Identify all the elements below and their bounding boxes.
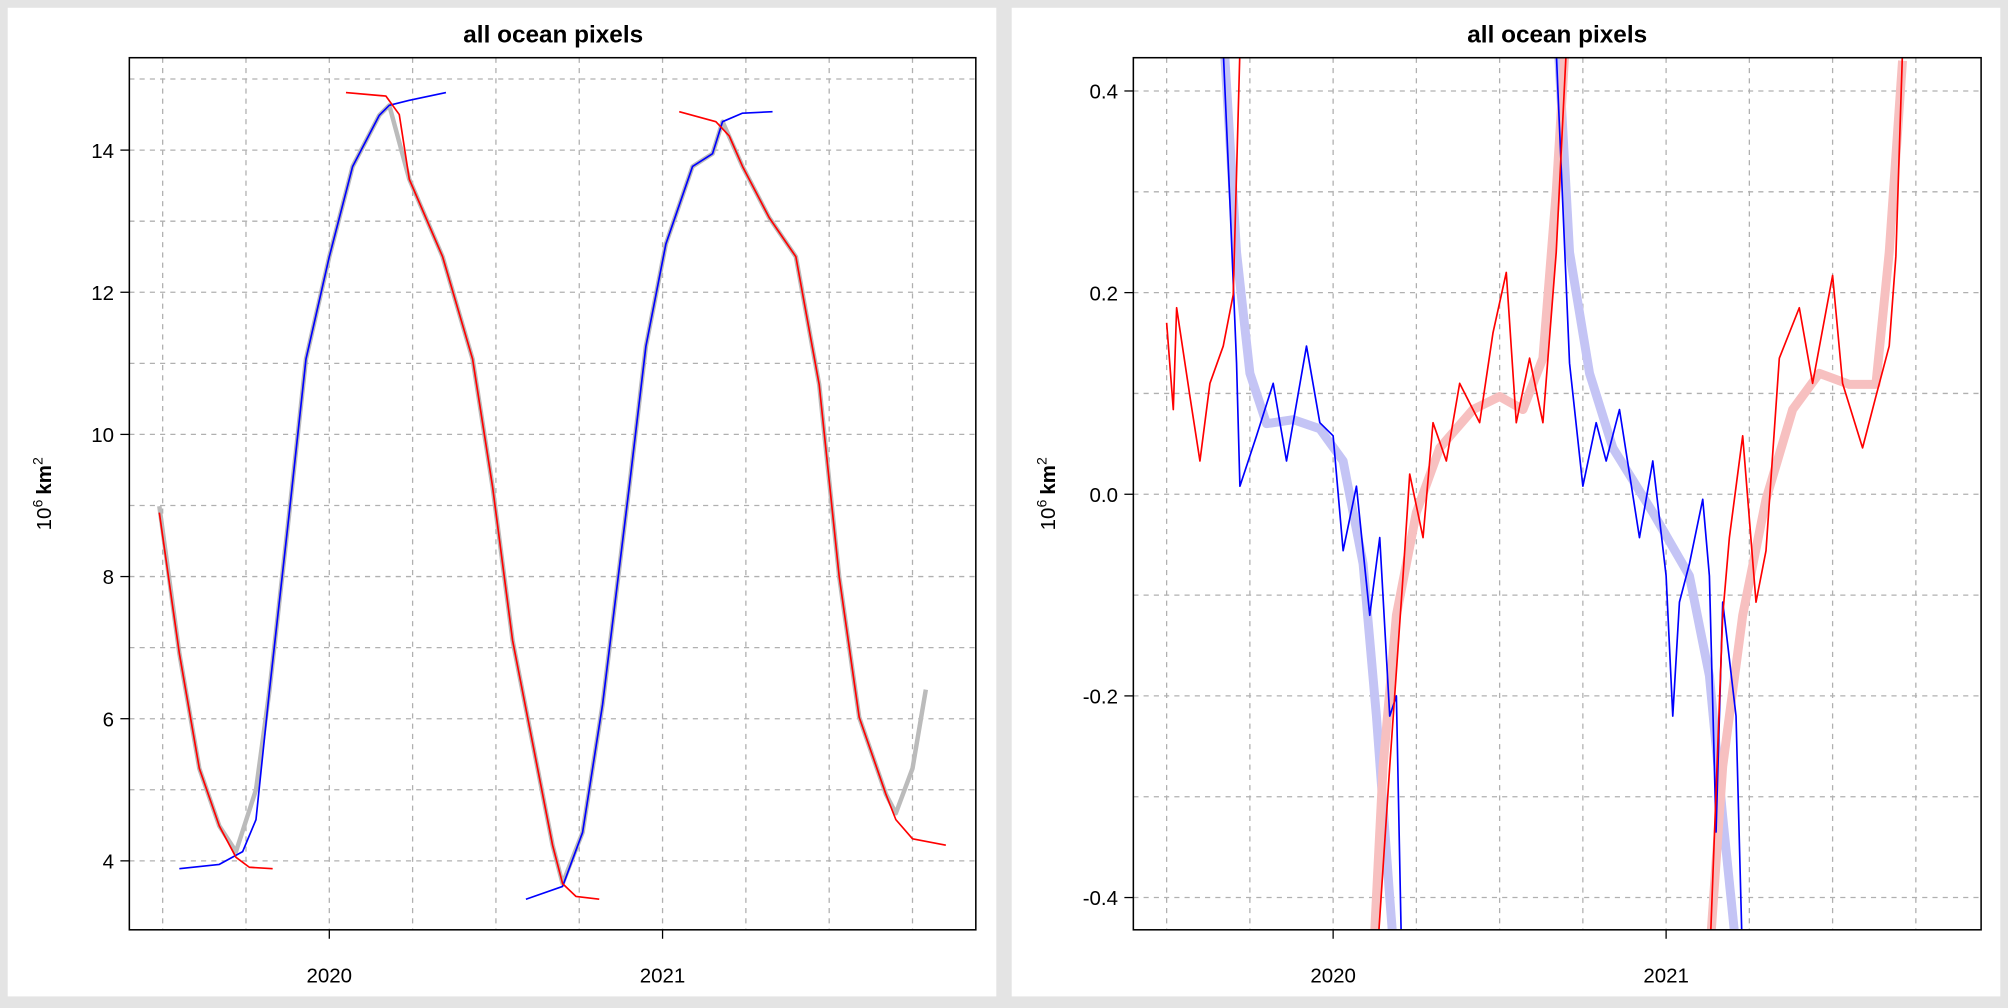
y-tick-label: 6 [103, 708, 114, 731]
y-axis-label-part: 10 [33, 508, 56, 531]
data-line [158, 512, 273, 870]
x-tick-label: 2020 [307, 964, 353, 987]
x-tick-label: 2020 [1310, 964, 1356, 987]
y-axis-label-part: km [33, 465, 56, 495]
y-tick-label: 0.2 [1090, 282, 1118, 305]
y-axis-label-part: 6 [29, 500, 45, 508]
y-tick-label: -0.4 [1083, 887, 1118, 910]
data-line [345, 91, 600, 901]
data-line [1710, 57, 1904, 930]
panel [1011, 7, 2001, 997]
chart-title: all ocean pixels [463, 21, 643, 48]
y-tick-label: 10 [91, 424, 114, 447]
x-tick-label: 2021 [1643, 964, 1689, 987]
y-tick-label: 8 [103, 566, 114, 589]
y-tick-label: -0.2 [1083, 686, 1118, 709]
y-tick-label: 0.0 [1090, 484, 1118, 507]
y-axis-label-part: 2 [1033, 457, 1049, 465]
y-axis-label-part: 2 [29, 457, 45, 465]
data-line [525, 110, 773, 901]
data-line [179, 91, 447, 870]
data-line [1555, 57, 1743, 930]
y-tick-label: 4 [103, 851, 114, 874]
y-axis-label-part: 10 [1037, 508, 1060, 531]
y-axis-label-part: km [1037, 465, 1060, 495]
plot-area [1165, 57, 1908, 930]
y-tick-label: 12 [91, 282, 114, 305]
x-tick-label: 2021 [640, 964, 686, 987]
data-line [1378, 57, 1567, 930]
data-line [679, 110, 946, 847]
panel [7, 7, 997, 997]
y-axis-label-part: 6 [1033, 500, 1049, 508]
y-axis-label: 106 km2 [1033, 457, 1060, 530]
chart-title: all ocean pixels [1467, 21, 1647, 48]
y-tick-label: 0.4 [1090, 81, 1118, 104]
y-tick-label: 14 [91, 140, 114, 163]
plot-frame [128, 56, 977, 931]
data-line [1165, 57, 1241, 462]
plot-area [157, 91, 946, 901]
y-axis-label: 106 km2 [29, 457, 56, 530]
data-line [1222, 57, 1402, 930]
